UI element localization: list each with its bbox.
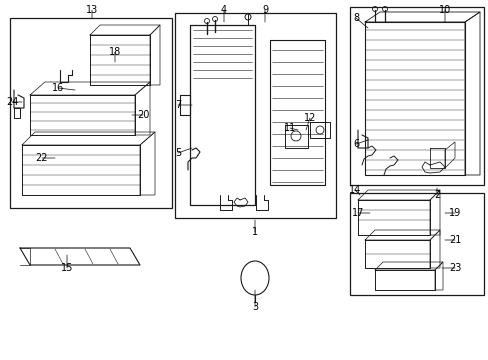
Text: 10: 10 (438, 5, 450, 15)
Text: 14: 14 (348, 185, 360, 195)
Text: 23: 23 (448, 263, 460, 273)
Bar (10, 18, 172, 208)
Text: 5: 5 (175, 148, 181, 158)
Bar (349, 193, 483, 295)
Text: 1: 1 (251, 227, 258, 237)
Text: 11: 11 (284, 123, 296, 133)
Text: 8: 8 (352, 13, 358, 23)
Text: 20: 20 (137, 110, 149, 120)
Text: 22: 22 (36, 153, 48, 163)
Text: 4: 4 (221, 5, 226, 15)
Text: 9: 9 (262, 5, 267, 15)
Bar (175, 13, 335, 218)
Text: 17: 17 (351, 208, 364, 218)
Text: 16: 16 (52, 83, 64, 93)
Text: 18: 18 (109, 47, 121, 57)
Text: 2: 2 (433, 190, 439, 200)
Text: 3: 3 (251, 302, 258, 312)
Text: 21: 21 (448, 235, 460, 245)
Text: 24: 24 (6, 97, 18, 107)
Text: 15: 15 (61, 263, 73, 273)
Ellipse shape (241, 261, 268, 295)
Bar (349, 7, 483, 185)
Text: 19: 19 (448, 208, 460, 218)
Text: 6: 6 (352, 139, 358, 149)
Text: 7: 7 (175, 100, 181, 110)
Text: 13: 13 (86, 5, 98, 15)
Text: 12: 12 (303, 113, 316, 123)
